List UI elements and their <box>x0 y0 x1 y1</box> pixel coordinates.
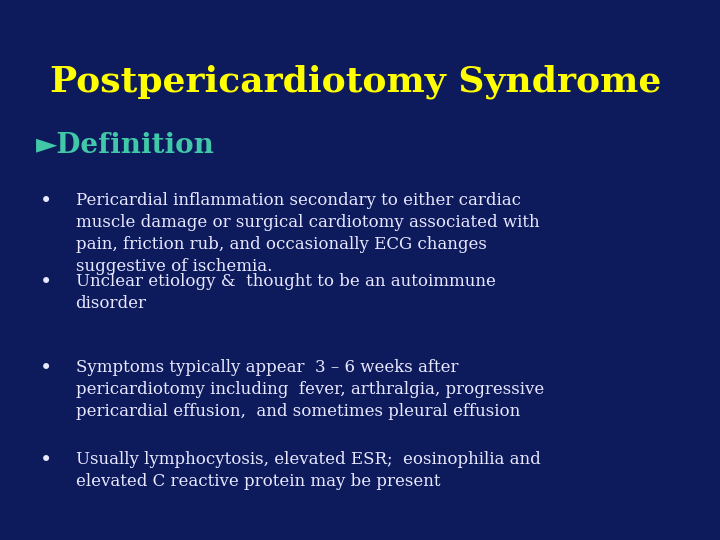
Text: Symptoms typically appear  3 – 6 weeks after
pericardiotomy including  fever, ar: Symptoms typically appear 3 – 6 weeks af… <box>76 359 544 420</box>
Text: Postpericardiotomy Syndrome: Postpericardiotomy Syndrome <box>50 65 662 99</box>
Text: Unclear etiology &  thought to be an autoimmune
disorder: Unclear etiology & thought to be an auto… <box>76 273 495 312</box>
Text: •: • <box>40 359 52 378</box>
Text: Usually lymphocytosis, elevated ESR;  eosinophilia and
elevated C reactive prote: Usually lymphocytosis, elevated ESR; eos… <box>76 451 540 490</box>
Text: •: • <box>40 273 52 292</box>
Text: •: • <box>40 192 52 211</box>
Text: ►Definition: ►Definition <box>36 132 215 159</box>
Text: Pericardial inflammation secondary to either cardiac
muscle damage or surgical c: Pericardial inflammation secondary to ei… <box>76 192 539 274</box>
Text: •: • <box>40 451 52 470</box>
